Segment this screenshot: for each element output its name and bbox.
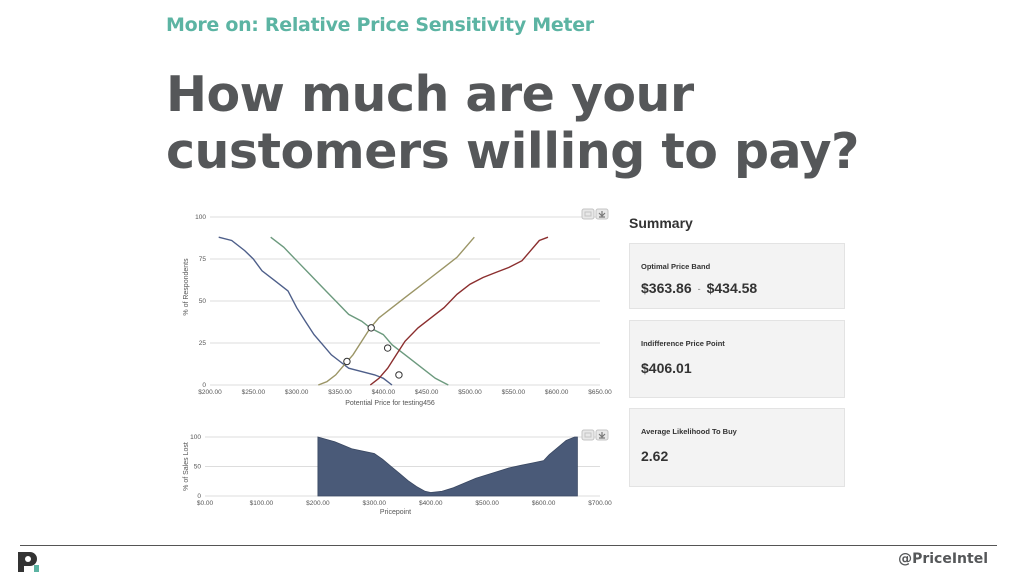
optimal-price-low: $363.86 bbox=[641, 280, 692, 296]
optimal-price-band-card: Optimal Price Band $363.86- $434.58 bbox=[629, 243, 845, 309]
series-line-1 bbox=[218, 236, 393, 386]
download-glyph bbox=[598, 432, 606, 439]
print-icon[interactable] bbox=[581, 429, 595, 441]
series-line-3 bbox=[318, 236, 475, 386]
download-icon[interactable] bbox=[595, 429, 609, 441]
sales-lost-area bbox=[317, 436, 578, 497]
x-tick-label: $400.00 bbox=[419, 500, 443, 507]
x-tick-label: $100.00 bbox=[250, 500, 274, 507]
average-likelihood-card: Average Likelihood To Buy 2.62 bbox=[629, 408, 845, 487]
intersection-point bbox=[383, 344, 392, 352]
indifference-price-value: $406.01 bbox=[641, 360, 692, 376]
x-tick-label: $350.00 bbox=[328, 389, 352, 396]
y-tick-label: 50 bbox=[199, 298, 207, 305]
optimal-price-band-label: Optimal Price Band bbox=[641, 262, 711, 271]
optimal-price-band-value: $363.86- $434.58 bbox=[641, 280, 757, 296]
y-tick-label: 75 bbox=[199, 256, 207, 263]
x-tick-label: $200.00 bbox=[306, 500, 330, 507]
x-tick-label: $300.00 bbox=[285, 389, 309, 396]
x-axis-title: Potential Price for testing456 bbox=[345, 400, 435, 407]
x-tick-label: $600.00 bbox=[532, 500, 556, 507]
x-tick-label: $450.00 bbox=[415, 389, 439, 396]
x-tick-label: $600.00 bbox=[545, 389, 569, 396]
x-tick-label: $500.00 bbox=[475, 500, 499, 507]
sales-lost-area-chart: 0 50 100 $0.00 $100.00 $200.00 $300.00 $400.00 $… bbox=[183, 429, 612, 516]
price-band-separator: - bbox=[697, 284, 701, 295]
y-tick-label: 50 bbox=[194, 464, 202, 471]
optimal-price-high: $434.58 bbox=[706, 280, 758, 296]
x-tick-label: $300.00 bbox=[363, 500, 387, 507]
price-sensitivity-line-chart: 0 25 50 75 100 $200.00 $250.00 $300.00 $350.00 $4… bbox=[183, 208, 612, 407]
average-likelihood-label: Average Likelihood To Buy bbox=[641, 427, 737, 436]
x-tick-label: $400.00 bbox=[372, 389, 396, 396]
twitter-handle: @PriceIntel bbox=[898, 551, 988, 567]
x-tick-label: $550.00 bbox=[502, 389, 526, 396]
kicker-title: More on: Relative Price Sensitivity Mete… bbox=[166, 14, 594, 36]
print-glyph bbox=[584, 432, 592, 438]
x-tick-label: $250.00 bbox=[242, 389, 266, 396]
y-tick-label: 100 bbox=[190, 434, 201, 441]
y-axis-title: % of Respondents bbox=[183, 258, 190, 316]
indifference-price-label: Indifference Price Point bbox=[641, 339, 725, 348]
headline-line-2: customers willing to pay? bbox=[166, 123, 859, 180]
download-glyph bbox=[598, 211, 606, 218]
y-tick-label: 0 bbox=[197, 493, 201, 500]
indifference-price-card: Indifference Price Point $406.01 bbox=[629, 320, 845, 398]
y-tick-label: 25 bbox=[199, 340, 207, 347]
intersection-point bbox=[343, 357, 351, 366]
headline: How much are your customers willing to p… bbox=[166, 66, 859, 180]
download-icon[interactable] bbox=[595, 208, 609, 220]
series-line-2 bbox=[270, 236, 449, 386]
x-tick-label: $650.00 bbox=[588, 389, 612, 396]
x-tick-label: $500.00 bbox=[458, 389, 482, 396]
print-icon[interactable] bbox=[581, 208, 595, 220]
x-axis-title: Pricepoint bbox=[380, 509, 411, 516]
y-axis-title: % of Sales Lost bbox=[183, 442, 190, 491]
headline-line-1: How much are your bbox=[166, 66, 694, 123]
intersection-point bbox=[367, 324, 375, 332]
priceintel-logo-icon bbox=[18, 552, 39, 572]
print-glyph bbox=[584, 211, 592, 217]
x-tick-label: $0.00 bbox=[197, 500, 214, 507]
summary-title: Summary bbox=[629, 215, 693, 231]
x-tick-label: $700.00 bbox=[588, 500, 612, 507]
y-tick-label: 100 bbox=[195, 214, 206, 221]
x-tick-label: $200.00 bbox=[198, 389, 222, 396]
intersection-point bbox=[395, 371, 403, 379]
average-likelihood-value: 2.62 bbox=[641, 448, 669, 464]
series-line-4 bbox=[369, 236, 549, 386]
footer-divider bbox=[20, 545, 997, 546]
y-tick-label: 0 bbox=[202, 382, 206, 389]
